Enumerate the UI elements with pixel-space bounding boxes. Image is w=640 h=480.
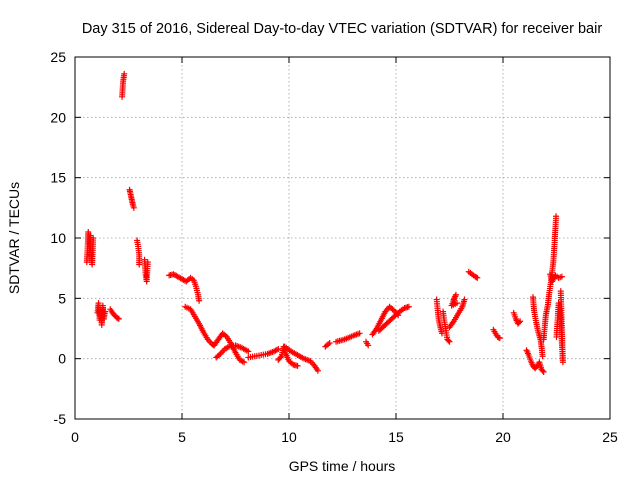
data-point (90, 235, 97, 241)
y-axis-label: SDTVAR / TECUs (6, 182, 22, 294)
data-point (405, 303, 412, 310)
data-point (495, 334, 502, 341)
data-point (445, 337, 452, 344)
x-axis-label: GPS time / hours (289, 458, 396, 474)
x-tick-labels: 0 5 10 15 20 25 (71, 429, 618, 445)
data-point (558, 273, 565, 280)
data-point (294, 362, 301, 369)
x-tick-label: 5 (178, 429, 186, 445)
data-point (474, 274, 481, 281)
data-point (496, 335, 503, 342)
data-point (517, 318, 524, 325)
data-point (130, 204, 137, 211)
data-point (356, 330, 363, 337)
plot-frame (74, 56, 611, 420)
x-tick-label: 10 (281, 429, 297, 445)
y-tick-label: 5 (58, 290, 66, 306)
data-point (540, 368, 547, 375)
grid-lines (75, 57, 610, 419)
y-tick-label: 10 (50, 230, 66, 246)
y-tick-label: 0 (58, 351, 66, 367)
y-tick-label: 15 (50, 170, 66, 186)
data-point (101, 308, 108, 315)
data-point (365, 342, 372, 349)
data-point (136, 261, 143, 268)
data-point (473, 274, 480, 281)
data-point (115, 315, 122, 322)
data-point (461, 296, 468, 303)
x-tick-label: 0 (71, 429, 79, 445)
data-point (277, 354, 284, 361)
y-tick-labels: -5 0 5 10 15 20 25 (50, 49, 66, 427)
data-point (446, 338, 453, 345)
data-point (196, 297, 203, 304)
x-tick-label: 25 (602, 429, 618, 445)
data-point (533, 364, 540, 371)
data-point (245, 348, 252, 355)
chart-title: Day 315 of 2016, Sidereal Day-to-day VTE… (82, 21, 603, 37)
data-point (314, 367, 321, 374)
data-point (516, 319, 523, 326)
data-point (121, 70, 128, 77)
data-point (326, 339, 333, 346)
y-tick-label: 25 (50, 49, 66, 65)
data-points (83, 70, 566, 375)
y-tick-label: -5 (54, 411, 67, 427)
y-tick-label: 20 (50, 109, 66, 125)
data-point (539, 353, 546, 360)
data-point (114, 315, 121, 322)
data-point (557, 288, 564, 295)
x-tick-label: 15 (388, 429, 404, 445)
data-point (241, 359, 248, 366)
data-point (539, 367, 546, 374)
x-tick-label: 20 (495, 429, 511, 445)
data-point (453, 300, 460, 307)
data-point (144, 259, 151, 266)
data-point (553, 213, 560, 220)
